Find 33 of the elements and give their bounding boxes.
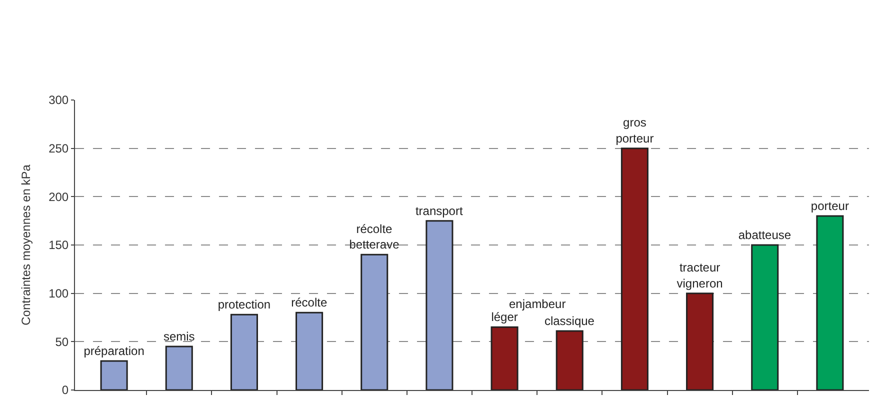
bar (296, 312, 324, 390)
x-tick-label: classique (544, 314, 595, 328)
y-axis-title: Contraintes moyennes en kPa (18, 164, 33, 326)
x-tick-label: protection (218, 298, 271, 312)
annotation: enjambeur (509, 297, 566, 311)
y-tick-label: 0 (62, 383, 69, 398)
y-tick-label: 100 (48, 286, 69, 301)
x-tick-label: récolte betterave (349, 222, 400, 252)
bar (686, 292, 714, 390)
bar (100, 360, 128, 390)
x-tick-label: préparation (84, 344, 144, 358)
bar (816, 215, 844, 390)
bar (426, 220, 454, 390)
bar (360, 254, 388, 390)
y-tick-label: 250 (48, 142, 69, 156)
bar (490, 326, 518, 390)
y-tick-label: 200 (48, 190, 69, 204)
bar (165, 346, 193, 390)
x-tick-label: semis (163, 330, 195, 344)
y-tick-label: 300 (48, 93, 69, 108)
x-tick-label: abatteuse (738, 228, 792, 242)
x-tick-label: porteur (810, 199, 849, 213)
x-tick-label: gros porteur (616, 116, 654, 146)
x-tick-label: récolte (291, 296, 328, 310)
bar (751, 244, 779, 390)
x-tick-label: léger (491, 310, 518, 324)
x-tick-label: tracteur vigneron (676, 260, 723, 290)
bar (620, 148, 648, 390)
y-tick-label: 150 (48, 238, 69, 252)
y-tick-label: 50 (55, 334, 69, 349)
bar (230, 314, 258, 390)
bar (556, 330, 584, 390)
x-tick-label: transport (415, 204, 464, 218)
